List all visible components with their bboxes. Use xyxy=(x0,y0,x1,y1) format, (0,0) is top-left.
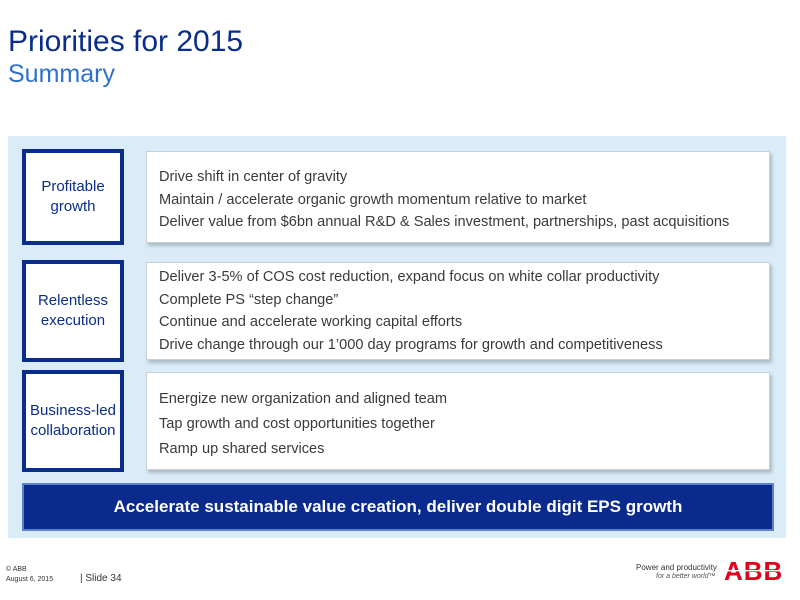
row-label-business-led-collaboration: Business-led collaboration xyxy=(22,370,124,472)
bullet-item: Energize new organization and aligned te… xyxy=(159,391,448,407)
copyright-text: © ABB xyxy=(6,566,27,573)
slide-subtitle: Summary xyxy=(8,60,115,88)
logo-stripe xyxy=(724,570,790,572)
row-content-relentless-execution: Deliver 3-5% of COS cost reduction, expa… xyxy=(146,262,770,360)
tagline-sub: for a better world™ xyxy=(656,573,716,580)
bullet-item: Deliver 3-5% of COS cost reduction, expa… xyxy=(159,269,660,285)
bullet-item: Continue and accelerate working capital … xyxy=(159,314,463,330)
bullet-item: Deliver value from $6bn annual R&D & Sal… xyxy=(159,214,730,230)
date-text: August 6, 2015 xyxy=(6,576,54,583)
abb-logo: ABB xyxy=(724,556,790,589)
bullet-item: Maintain / accelerate organic growth mom… xyxy=(159,191,587,208)
tagline: Power and productivity xyxy=(636,563,717,572)
slide-number: | Slide 34 xyxy=(80,573,122,584)
bullet-list: Drive shift in center of gravity Maintai… xyxy=(159,166,769,234)
summary-banner: Accelerate sustainable value creation, d… xyxy=(22,483,774,531)
summary-banner-text: Accelerate sustainable value creation, d… xyxy=(113,497,683,516)
bullet-item: Complete PS “step change” xyxy=(159,291,339,308)
row-label-profitable-growth: Profitable growth xyxy=(22,149,124,245)
bullet-list: Deliver 3-5% of COS cost reduction, expa… xyxy=(159,266,769,356)
bullet-item: Ramp up shared services xyxy=(159,441,325,457)
abb-logo-icon: ABB xyxy=(724,556,790,586)
row-label-relentless-execution: Relentless execution xyxy=(22,260,124,362)
bullet-item: Drive change through our 1’000 day progr… xyxy=(159,336,663,353)
row-content-profitable-growth: Drive shift in center of gravity Maintai… xyxy=(146,151,770,243)
row-label-text: Business-led collaboration xyxy=(30,402,116,439)
row-content-business-led-collaboration: Energize new organization and aligned te… xyxy=(146,372,770,470)
row-label-text: Relentless execution xyxy=(37,292,109,329)
bullet-list: Energize new organization and aligned te… xyxy=(159,387,769,462)
bullet-item: Tap growth and cost opportunities togeth… xyxy=(159,416,435,432)
slide-title: Priorities for 2015 xyxy=(8,25,244,58)
row-label-text: Profitable growth xyxy=(41,178,105,215)
bullet-item: Drive shift in center of gravity xyxy=(159,169,348,185)
